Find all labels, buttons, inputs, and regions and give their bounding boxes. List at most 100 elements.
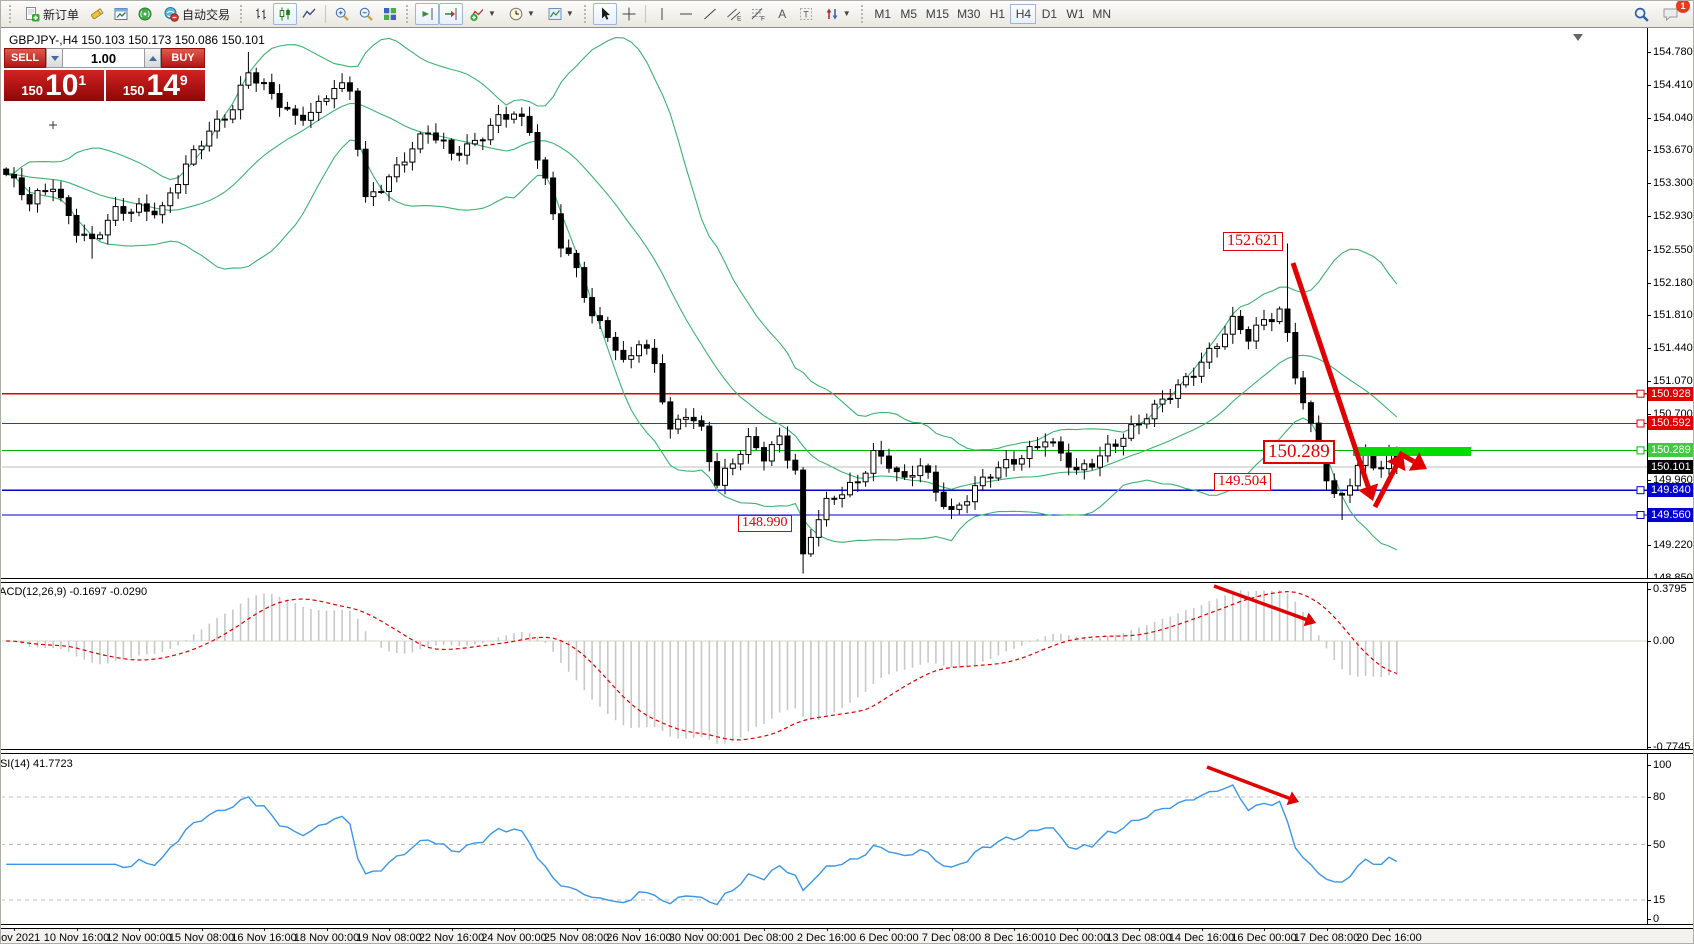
buy-price-display[interactable]: 150 14 9: [105, 70, 205, 101]
templates-caret: ▼: [565, 9, 574, 18]
macd-axis-label: 0.00: [1653, 635, 1675, 647]
crosshair-button[interactable]: [617, 3, 641, 25]
panel-separator[interactable]: [1, 749, 1693, 754]
metaeditor-button[interactable]: [85, 3, 109, 25]
macd-axis-tick: [1647, 747, 1651, 748]
candlestick-button[interactable]: [273, 3, 298, 25]
tab-timeframe-MN[interactable]: MN: [1088, 4, 1115, 24]
price-badge: 149.840: [1648, 483, 1693, 497]
rsi-label: RSI(14) 41.7723: [0, 758, 73, 770]
price-scale[interactable]: [1647, 28, 1693, 927]
trendline-button[interactable]: [698, 3, 722, 25]
horizontal-line-button[interactable]: [674, 3, 698, 25]
tile-windows-button[interactable]: [378, 3, 402, 25]
sell-price-prefix: 150: [21, 82, 44, 98]
toolbar-grip: [240, 5, 245, 23]
price-axis-label: 151.810: [1653, 309, 1693, 321]
date-axis-label: 9 Nov 2021: [1, 932, 41, 944]
buy-price-prefix: 150: [122, 82, 145, 98]
line-chart-button[interactable]: [297, 3, 321, 25]
rsi-axis-tick: [1647, 765, 1651, 766]
price-axis-tick: [1647, 545, 1651, 546]
tab-timeframe-M30[interactable]: M30: [953, 4, 984, 24]
buy-price-sup: 9: [179, 71, 188, 88]
tab-timeframe-M1[interactable]: M1: [870, 4, 896, 24]
sell-price-display[interactable]: 150 10 1: [4, 70, 104, 101]
price-axis-tick: [1647, 216, 1651, 217]
price-badge: 150.592: [1648, 416, 1693, 430]
zoom-in-button[interactable]: [330, 3, 354, 25]
macd-axis-tick: [1647, 589, 1651, 590]
svg-text:T: T: [803, 10, 809, 20]
new-order-button[interactable]: 新订单: [18, 3, 85, 25]
cursor-button[interactable]: [592, 3, 617, 25]
rsi-axis-tick: [1647, 919, 1651, 920]
search-button[interactable]: [1629, 3, 1653, 25]
tab-timeframe-H4[interactable]: H4: [1010, 4, 1037, 24]
tab-timeframe-D1[interactable]: D1: [1036, 4, 1062, 24]
price-axis-label: 152.550: [1653, 244, 1693, 256]
toolbar: 新订单 自动交易 ▼ ▼ ▼: [1, 1, 1693, 28]
date-axis-tick: [1014, 927, 1015, 931]
text-label-button[interactable]: T: [794, 3, 818, 25]
indicators-button[interactable]: ▼: [463, 3, 502, 25]
price-axis-tick: [1647, 183, 1651, 184]
date-axis-label: 12 Nov 00:00: [106, 932, 172, 944]
price-axis-tick: [1647, 414, 1651, 415]
date-axis-tick: [1076, 927, 1078, 931]
svg-text:E: E: [737, 16, 742, 23]
date-axis-label: 17 Dec 08:00: [1293, 932, 1360, 944]
price-axis-tick: [1647, 250, 1651, 251]
templates-button[interactable]: ▼: [541, 3, 580, 25]
auto-scroll-button[interactable]: [415, 3, 440, 25]
arrows-button[interactable]: ▼: [818, 3, 857, 25]
fibonacci-button[interactable]: F: [746, 3, 770, 25]
bar-chart-button[interactable]: [249, 3, 273, 25]
triangle-down-icon: [50, 55, 59, 61]
toolbar-grip: [583, 5, 589, 23]
signals-button[interactable]: [133, 3, 157, 25]
date-axis-label: 10 Nov 16:00: [43, 932, 110, 944]
tab-timeframe-M15[interactable]: M15: [922, 4, 953, 24]
date-axis-tick: [951, 927, 953, 931]
price-axis-tick: [1647, 480, 1651, 481]
price-note: 149.504: [1214, 473, 1271, 491]
panel-separator: [1, 924, 1693, 929]
rsi-axis-label: 100: [1653, 759, 1672, 771]
date-axis-label: 6 Dec 00:00: [859, 932, 919, 944]
price-badge: 149.560: [1648, 508, 1693, 522]
date-axis-tick: [1201, 927, 1203, 931]
equidistant-channel-button[interactable]: E: [722, 3, 746, 25]
text-button[interactable]: A: [770, 3, 794, 25]
volume-input[interactable]: [63, 48, 144, 68]
zoom-out-button[interactable]: [354, 3, 378, 25]
chart-shift-button[interactable]: [439, 3, 464, 25]
price-axis-label: 154.780: [1653, 46, 1693, 58]
price-axis-label: 153.670: [1653, 144, 1693, 156]
date-axis-tick: [1326, 927, 1328, 931]
vertical-line-button[interactable]: [650, 3, 674, 25]
date-axis-label: 20 Dec 16:00: [1356, 932, 1422, 944]
template-icon: [547, 6, 563, 22]
auto-trading-button[interactable]: 自动交易: [157, 3, 236, 25]
panel-separator[interactable]: [1, 578, 1693, 583]
date-axis-label: 16 Dec 00:00: [1231, 932, 1297, 944]
tab-timeframe-W1[interactable]: W1: [1062, 4, 1088, 24]
sell-button[interactable]: SELL: [4, 48, 46, 68]
date-axis-label: 14 Dec 16:00: [1168, 932, 1235, 944]
date-axis-tick: [639, 927, 640, 931]
toolbar-grip: [9, 5, 14, 23]
chart-window-button[interactable]: [109, 3, 133, 25]
date-axis-label: 22 Nov 16:00: [418, 932, 485, 944]
price-axis-tick: [1647, 348, 1651, 349]
buy-button[interactable]: BUY: [161, 48, 205, 68]
tab-timeframe-H1[interactable]: H1: [984, 4, 1010, 24]
periods-button[interactable]: ▼: [502, 3, 541, 25]
volume-decrease-button[interactable]: [46, 48, 63, 68]
chat-notification-badge: 1: [1676, 1, 1690, 13]
arrows-icon: [824, 6, 840, 22]
volume-increase-button[interactable]: [144, 48, 161, 68]
tab-timeframe-M5[interactable]: M5: [896, 4, 922, 24]
